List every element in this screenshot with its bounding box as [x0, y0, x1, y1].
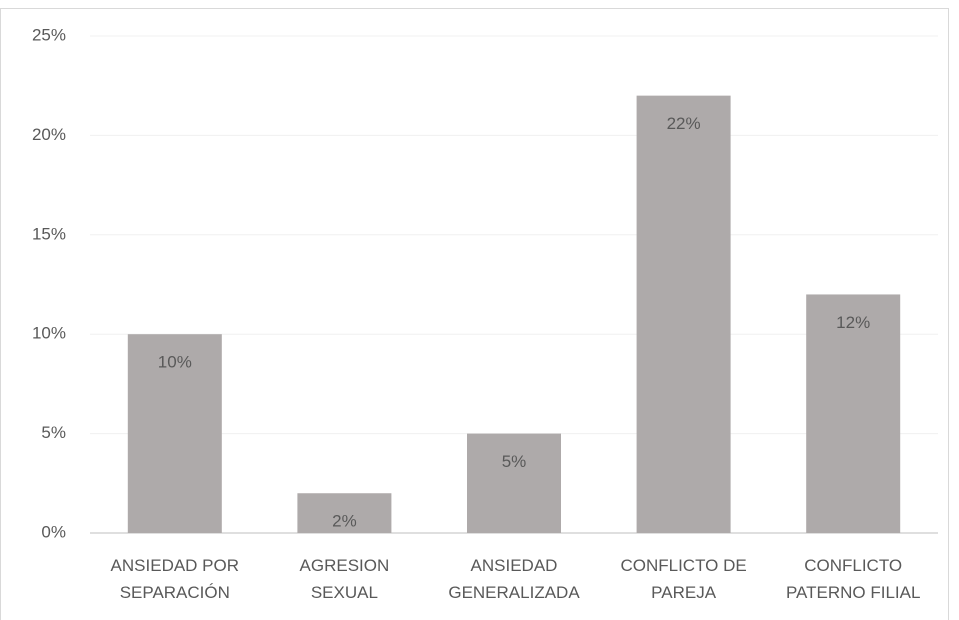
x-tick-label: ANSIEDAD GENERALIZADA [448, 556, 580, 602]
y-tick-label: 5% [41, 423, 66, 442]
y-tick-label: 20% [32, 125, 66, 144]
x-tick-label: AGRESION SEXUAL [299, 556, 390, 602]
bar [636, 95, 731, 533]
data-label: 22% [667, 114, 701, 133]
data-label: 10% [158, 353, 192, 372]
bar [806, 294, 901, 533]
y-tick-label: 0% [41, 522, 66, 541]
bar [467, 433, 561, 533]
x-tick-label: CONFLICTO DE PAREJA [620, 556, 747, 602]
y-tick-label: 15% [32, 224, 66, 243]
bar [127, 334, 222, 533]
data-label: 12% [836, 313, 870, 332]
data-label: 2% [332, 512, 357, 531]
bar [297, 493, 392, 533]
x-tick-label: ANSIEDAD POR SEPARACIÓN [110, 556, 240, 602]
chart-border [0, 8, 949, 620]
data-label: 5% [502, 452, 527, 471]
y-tick-label: 25% [32, 25, 66, 44]
y-tick-label: 10% [32, 324, 66, 343]
x-tick-label: CONFLICTO PATERNO FILIAL [785, 556, 921, 602]
